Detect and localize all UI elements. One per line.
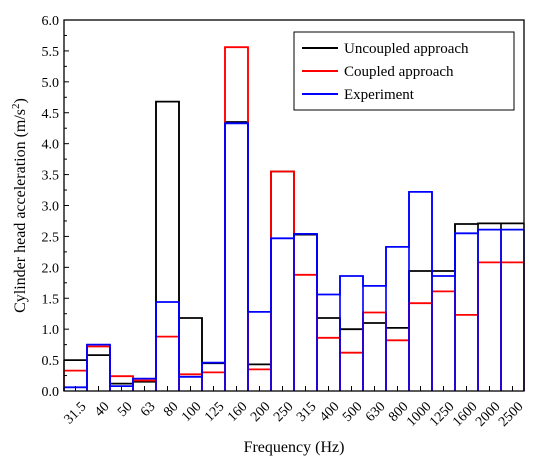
y-tick-label: 3.5	[42, 169, 60, 184]
y-tick-label: 0.5	[42, 354, 60, 369]
series-layer	[63, 46, 525, 391]
y-tick-label: 1.5	[42, 292, 60, 307]
x-tick-label: 50	[115, 399, 136, 420]
y-tick-label: 5.5	[42, 45, 60, 60]
y-tick-label: 4.0	[42, 138, 60, 153]
x-tick-label: 100	[179, 399, 204, 424]
x-tick-label: 63	[138, 399, 159, 420]
x-tick-label: 250	[271, 399, 296, 424]
x-tick-label: 160	[225, 399, 250, 424]
x-tick-label: 31.5	[62, 399, 90, 427]
x-tick-label: 1000	[404, 399, 434, 429]
legend-label: Experiment	[344, 87, 415, 103]
x-tick-label: 200	[248, 399, 273, 424]
y-tick-label: 3.0	[42, 200, 60, 215]
x-tick-label: 1600	[450, 399, 480, 429]
y-axis-title-end: )	[12, 98, 29, 103]
x-tick-label: 500	[340, 399, 365, 424]
y-tick-label: 6.0	[42, 14, 60, 29]
legend: Uncoupled approach Coupled approach Experi…	[293, 31, 515, 111]
x-axis-title: Frequency (Hz)	[244, 439, 345, 456]
y-axis-title-sup: 2	[10, 103, 22, 109]
y-axis-title: Cylinder head acceleration (m/s2)	[10, 98, 29, 313]
x-tick-label: 315	[294, 399, 319, 424]
x-tick-label: 630	[363, 399, 388, 424]
y-tick-label: 5.0	[42, 76, 60, 91]
x-tick-label: 400	[317, 399, 342, 424]
y-tick-label: 0.0	[42, 385, 60, 400]
y-tick-label: 2.0	[42, 261, 60, 276]
x-tick-label: 1250	[427, 399, 457, 429]
y-tick-label: 4.5	[42, 107, 60, 122]
x-tick-label: 125	[202, 399, 227, 424]
y-axis-title-main: Cylinder head acceleration (m/s	[12, 109, 29, 313]
x-tick-label: 40	[92, 399, 113, 420]
y-tick-label: 1.0	[42, 323, 60, 338]
legend-label: Coupled approach	[344, 64, 454, 80]
legend-label: Uncoupled approach	[344, 41, 469, 57]
x-tick-label: 80	[161, 399, 182, 420]
y-tick-label: 2.5	[42, 230, 60, 245]
x-tick-label: 2500	[496, 399, 526, 429]
x-tick-label: 2000	[473, 399, 503, 429]
